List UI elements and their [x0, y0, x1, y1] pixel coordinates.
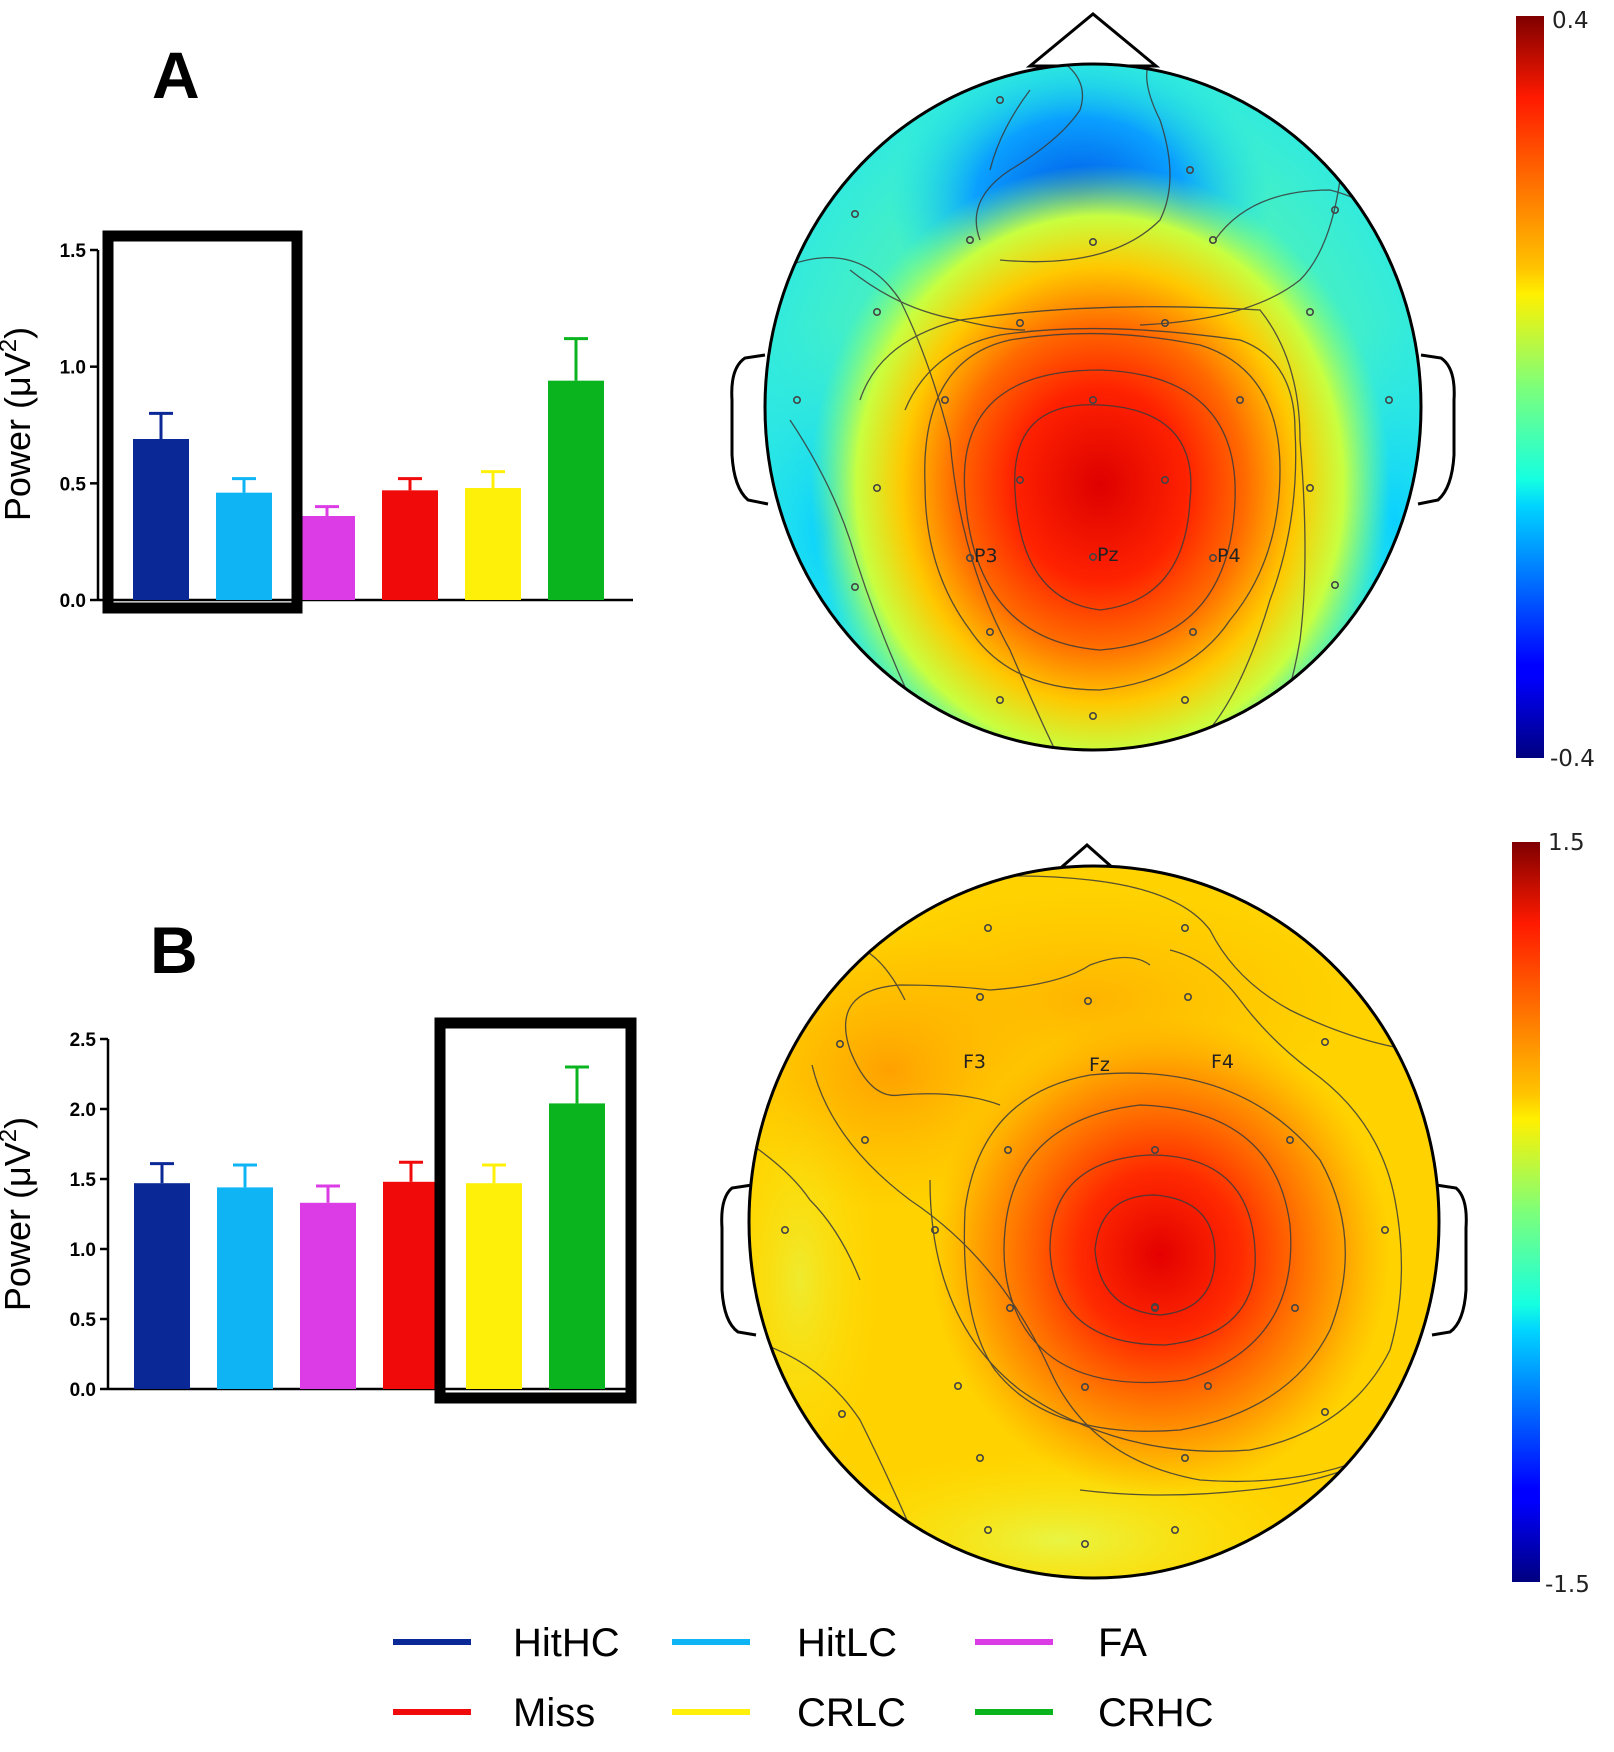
legend-label-hithc: HitHC [513, 1621, 620, 1665]
bar-hitlc [217, 1187, 273, 1389]
highlight-box [434, 1017, 637, 1404]
legend-label-fa: FA [1098, 1621, 1147, 1665]
colorbar-b-max: 1.5 [1548, 830, 1585, 856]
bar-fa [300, 1202, 356, 1389]
colorbar-a-min: -0.4 [1550, 746, 1595, 772]
y-tick-label: 1.0 [70, 1240, 96, 1261]
bar-hitlc [216, 492, 272, 600]
head-outline [763, 62, 1423, 752]
y-tick-label: 1.5 [60, 241, 87, 262]
electrode-label-pz: Pz [1097, 544, 1118, 566]
colorbar-a-max: 0.4 [1552, 8, 1589, 34]
y-tick-label: 2.5 [70, 1030, 97, 1051]
y-tick-label: 0.0 [60, 591, 86, 612]
bar-crlc [465, 488, 521, 600]
electrode-label-f3: F3 [963, 1051, 986, 1073]
highlight-box [102, 230, 303, 614]
y-axis-title: Power (μV2) [0, 327, 38, 521]
legend-label-crhc: CRHC [1098, 1691, 1214, 1735]
bar-chart-a: 0.0 0.5 1.0 1.5 Power (μV2) [0, 230, 633, 614]
colorbar-b-min: -1.5 [1545, 1572, 1590, 1598]
bar-crlc [466, 1183, 522, 1389]
right-ear-icon [1417, 353, 1456, 506]
panel-label-a: A [152, 38, 200, 112]
y-axis-title: Power (μV2) [0, 1117, 38, 1311]
colorbar-b-scale [1512, 842, 1540, 1582]
left-ear-icon [730, 353, 769, 506]
topomap-a: P3 Pz P4 [730, 12, 1456, 752]
bar-hithc [133, 439, 189, 600]
colorbar-a-scale [1516, 16, 1544, 758]
legend-label-miss: Miss [513, 1691, 595, 1735]
y-tick-label: 0.0 [70, 1380, 96, 1401]
right-ear-icon [1431, 1183, 1468, 1337]
left-ear-icon [720, 1183, 757, 1337]
bar-crhc [548, 380, 604, 600]
legend: HitHC HitLC FA Miss CRLC CRHC [393, 1621, 1214, 1735]
bar-crhc [549, 1103, 605, 1389]
electrode-label-p3: P3 [974, 545, 998, 567]
y-tick-label: 0.5 [60, 474, 87, 495]
y-tick-label: 0.5 [70, 1310, 97, 1331]
y-tick-label: 2.0 [70, 1100, 96, 1121]
bar-hithc [134, 1183, 190, 1389]
y-tick-label: 1.0 [60, 358, 86, 379]
y-tick-label: 1.5 [70, 1170, 97, 1191]
topomap-b: F3 Fz F4 [720, 843, 1468, 1580]
bar-chart-b: 0.0 0.5 1.0 1.5 2.0 2.5 Power (μV2) [0, 1017, 637, 1404]
nose-icon [1025, 12, 1161, 68]
electrode-label-f4: F4 [1211, 1051, 1234, 1073]
panel-label-b: B [150, 913, 198, 987]
bar-fa [299, 516, 355, 600]
legend-label-crlc: CRLC [797, 1691, 906, 1735]
electrode-label-fz: Fz [1089, 1054, 1110, 1076]
bar-miss [383, 1181, 439, 1389]
colorbar-a: 0.4 -0.4 [1516, 8, 1595, 772]
bar-miss [382, 490, 438, 600]
legend-label-hitlc: HitLC [797, 1621, 897, 1665]
head-outline [747, 864, 1441, 1580]
colorbar-b: 1.5 -1.5 [1512, 830, 1590, 1598]
electrode-label-p4: P4 [1217, 545, 1241, 567]
